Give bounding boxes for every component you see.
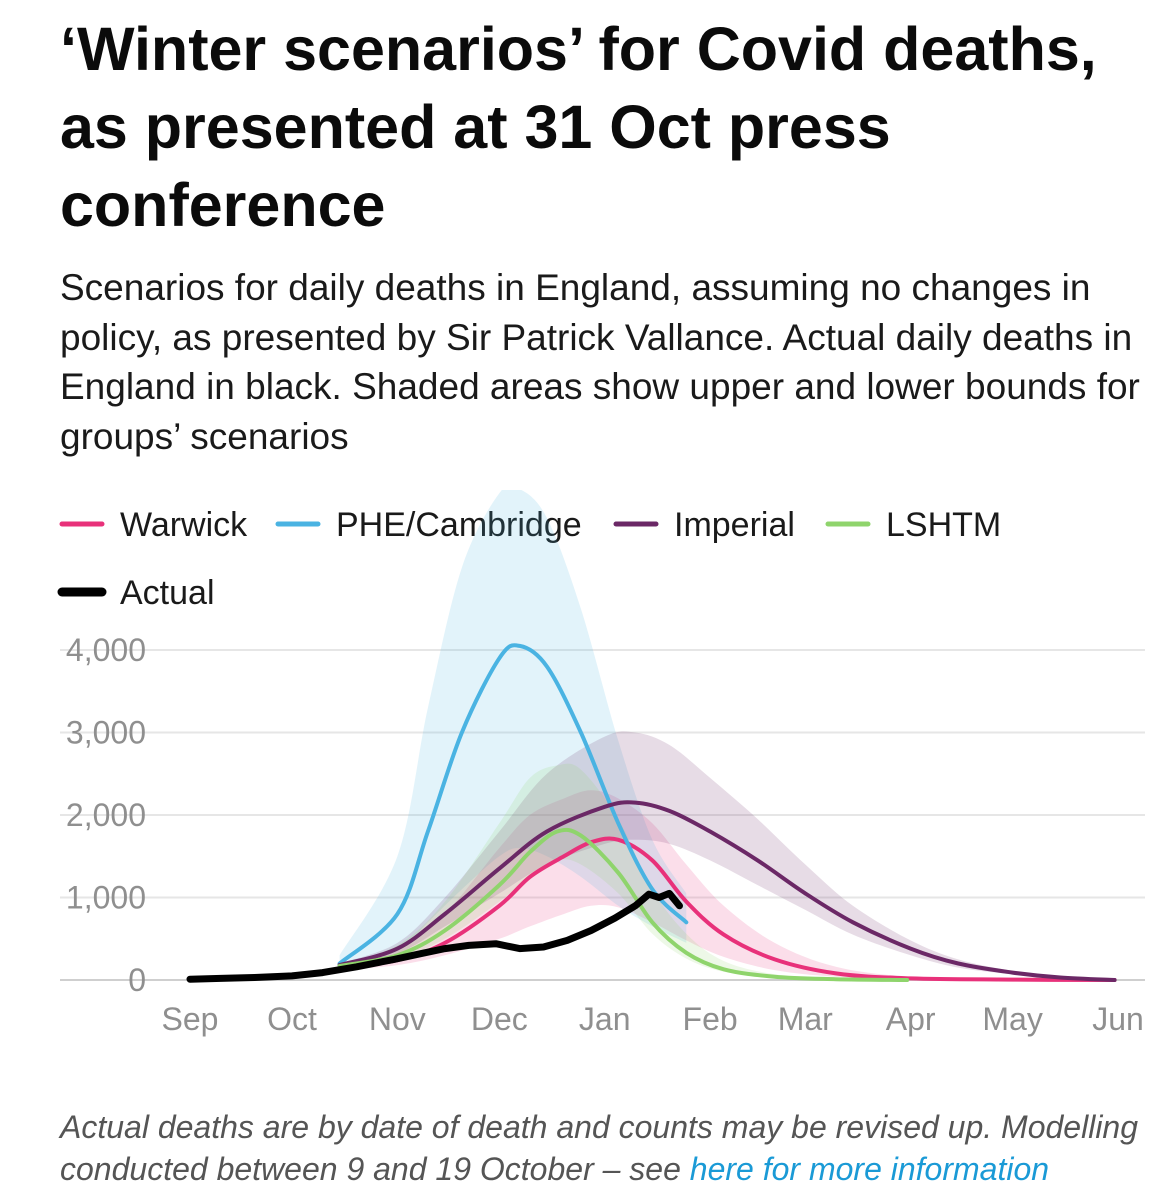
y-tick-label: 0 <box>128 962 146 998</box>
series-line-actual <box>186 889 683 983</box>
x-tick-label: Jun <box>1092 1001 1144 1037</box>
y-axis-ticks: 0 1,000 2,000 3,000 4,000 <box>66 632 146 998</box>
legend-label: LSHTM <box>886 506 1001 544</box>
x-axis-ticks: Sep Oct Nov Dec Jan Feb Mar Apr May Jun <box>162 1001 1144 1037</box>
x-tick-label: Mar <box>778 1001 833 1037</box>
x-tick-label: Jan <box>579 1001 631 1037</box>
x-tick-label: Sep <box>162 1001 219 1037</box>
legend-label: Imperial <box>674 506 795 544</box>
legend-item-warwick: Warwick <box>59 506 248 544</box>
more-info-link[interactable]: here for more information <box>689 1151 1050 1187</box>
x-tick-label: Oct <box>267 1001 317 1037</box>
y-tick-label: 4,000 <box>66 632 146 668</box>
series-line-warwick <box>337 836 1117 982</box>
chart-legend: Warwick PHE/Cambridge Imperial LSHTM Actual <box>57 506 1001 612</box>
x-tick-label: May <box>982 1001 1042 1037</box>
band-imperial <box>339 731 1115 980</box>
x-tick-label: Dec <box>471 1001 528 1037</box>
legend-item-actual: Actual <box>57 574 215 612</box>
legend-label: PHE/Cambridge <box>336 506 582 544</box>
band-lshtm <box>339 763 908 980</box>
legend-label: Actual <box>120 574 215 612</box>
band-phe-cambridge <box>339 490 687 968</box>
legend-item-imperial: Imperial <box>613 506 795 544</box>
chart-title: ‘Winter scenarios’ for Covid deaths, as … <box>60 15 1097 239</box>
series-line-lshtm <box>337 827 910 982</box>
band-warwick <box>339 790 1115 980</box>
series-line-phe-cambridge <box>337 643 689 966</box>
legend-label: Warwick <box>120 506 248 544</box>
x-tick-label: Feb <box>683 1001 738 1037</box>
chart-uncertainty-bands <box>339 490 1115 980</box>
footnote-text: Actual deaths are by date of death and c… <box>60 1109 1139 1187</box>
y-tick-label: 1,000 <box>66 880 146 916</box>
y-tick-label: 2,000 <box>66 797 146 833</box>
y-tick-label: 3,000 <box>66 715 146 751</box>
chart-canvas: Warwick PHE/Cambridge Imperial LSHTMActual … <box>57 490 1145 1037</box>
chart-subtitle: Scenarios for daily deaths in England, a… <box>60 267 1140 457</box>
legend-item-lshtm: LSHTM <box>825 506 1001 544</box>
x-tick-label: Apr <box>886 1001 936 1037</box>
x-tick-label: Nov <box>369 1001 426 1037</box>
chart-series-lines <box>186 643 1117 983</box>
series-line-imperial <box>337 800 1117 982</box>
legend-item-phe-cambridge: PHE/Cambridge <box>275 506 582 544</box>
chart-footnote: Actual deaths are by date of death and c… <box>60 1106 1150 1190</box>
